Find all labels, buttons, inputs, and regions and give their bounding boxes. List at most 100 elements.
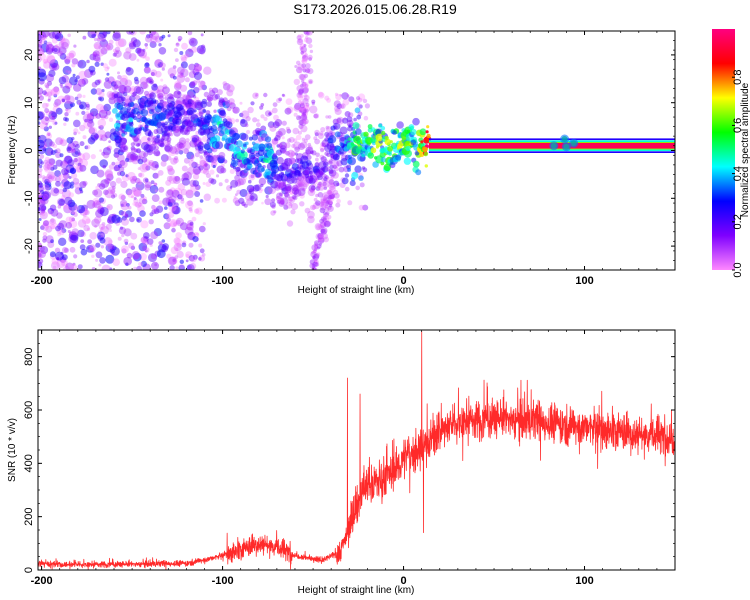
heat-cell bbox=[82, 213, 87, 218]
heat-cell bbox=[187, 103, 193, 109]
heat-cell bbox=[117, 75, 122, 80]
heat-cell bbox=[194, 139, 202, 147]
heat-cell bbox=[198, 165, 204, 171]
heat-cell bbox=[277, 198, 285, 205]
heat-cell bbox=[297, 34, 301, 38]
heat-cell bbox=[51, 258, 59, 265]
heat-cell bbox=[160, 62, 166, 69]
heat-cell bbox=[315, 200, 321, 206]
heat-cell bbox=[58, 46, 67, 55]
heat-cell bbox=[177, 66, 185, 75]
heat-cell bbox=[59, 37, 66, 44]
heat-cell bbox=[97, 183, 101, 187]
heat-cell bbox=[80, 248, 88, 256]
heat-cell bbox=[38, 170, 43, 177]
heat-cell bbox=[325, 200, 330, 205]
heat-cell bbox=[155, 70, 162, 78]
heat-cell bbox=[324, 216, 330, 222]
heat-cell bbox=[318, 233, 324, 239]
heat-cell bbox=[312, 249, 317, 254]
heat-cell bbox=[213, 109, 217, 113]
heat-cell bbox=[94, 79, 101, 86]
heat-cell bbox=[239, 112, 244, 118]
heat-cell bbox=[222, 82, 231, 91]
heat-cell bbox=[144, 129, 152, 137]
heat-cell bbox=[327, 176, 334, 184]
heat-cell bbox=[41, 175, 46, 180]
heat-cell bbox=[328, 191, 333, 195]
heat-cell bbox=[320, 127, 326, 133]
heat-cell bbox=[44, 166, 51, 173]
heat-cell bbox=[38, 195, 44, 201]
heat-cell bbox=[403, 157, 412, 165]
heat-cell bbox=[199, 155, 203, 159]
heat-cell bbox=[188, 101, 197, 110]
heat-cell bbox=[340, 104, 345, 109]
heat-cell bbox=[66, 166, 70, 171]
heat-cell bbox=[64, 117, 69, 122]
heat-cell bbox=[299, 45, 304, 50]
heat-cell bbox=[311, 204, 317, 210]
heat-cell bbox=[372, 141, 376, 146]
heat-cell bbox=[137, 179, 143, 186]
heat-cell bbox=[356, 114, 362, 120]
heat-cell bbox=[81, 110, 86, 115]
heat-cell bbox=[151, 161, 159, 168]
heat-cell bbox=[203, 66, 212, 75]
heat-cell bbox=[138, 155, 143, 160]
heat-cell bbox=[129, 95, 136, 102]
heat-cell bbox=[321, 175, 329, 183]
heat-cell bbox=[152, 172, 159, 179]
heat-cell bbox=[125, 210, 133, 218]
heat-cell bbox=[313, 136, 318, 141]
heat-cell bbox=[79, 244, 86, 251]
heat-cell bbox=[175, 125, 182, 132]
heat-cell bbox=[95, 113, 102, 119]
heat-cell bbox=[77, 93, 82, 99]
heat-cell bbox=[42, 231, 48, 237]
heat-cell bbox=[131, 157, 137, 163]
heat-cell bbox=[303, 73, 309, 79]
heat-cell bbox=[189, 82, 195, 88]
heat-cell bbox=[161, 130, 168, 137]
heat-cell bbox=[313, 259, 317, 263]
heat-cell bbox=[296, 92, 302, 98]
heat-cell bbox=[243, 143, 247, 148]
heat-cell bbox=[301, 137, 306, 142]
heat-cell bbox=[298, 106, 304, 112]
heat-cell bbox=[123, 238, 129, 244]
heat-cell bbox=[165, 213, 171, 220]
heat-cell bbox=[38, 218, 42, 221]
heat-cell bbox=[136, 216, 142, 223]
heat-cell bbox=[291, 194, 297, 200]
heat-cell bbox=[248, 188, 255, 195]
heat-cell bbox=[208, 177, 215, 184]
heat-cell bbox=[323, 198, 328, 204]
heat-cell bbox=[138, 50, 148, 59]
heat-cell bbox=[314, 262, 320, 267]
heat-cell bbox=[164, 92, 168, 97]
heat-cell bbox=[38, 252, 42, 258]
heat-cell bbox=[194, 208, 200, 214]
x-tick-label: 0 bbox=[400, 275, 406, 287]
heat-cell bbox=[108, 164, 115, 170]
heat-cell bbox=[128, 242, 135, 249]
heat-cell bbox=[190, 157, 194, 162]
heat-cell bbox=[68, 143, 73, 148]
heat-cell bbox=[46, 91, 53, 97]
heat-cell bbox=[226, 89, 234, 97]
heat-cell bbox=[77, 162, 82, 167]
heat-cell bbox=[117, 71, 120, 75]
heat-cell bbox=[252, 184, 260, 192]
heat-cell bbox=[298, 100, 302, 105]
heat-cell bbox=[98, 197, 105, 203]
heat-cell bbox=[106, 72, 110, 76]
heat-cell bbox=[168, 218, 178, 228]
heat-cell bbox=[134, 148, 139, 153]
heat-cell bbox=[38, 53, 46, 61]
heat-cell bbox=[298, 73, 305, 80]
heat-cell bbox=[192, 254, 198, 260]
heat-cell bbox=[95, 258, 99, 262]
heat-cell bbox=[42, 90, 47, 96]
heat-cell bbox=[264, 198, 272, 206]
